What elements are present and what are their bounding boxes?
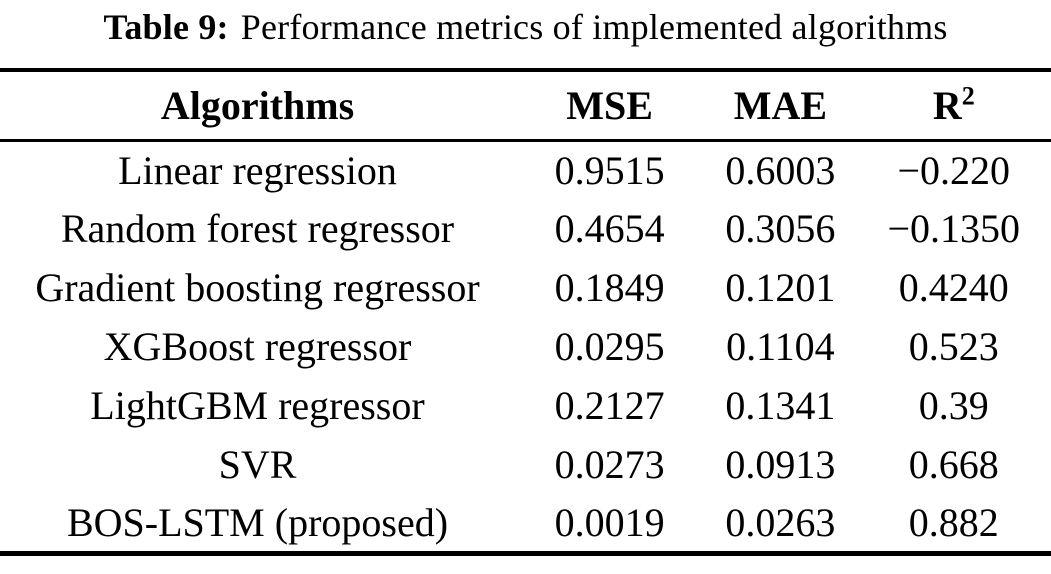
table-row: Linear regression 0.9515 0.6003 −0.220 bbox=[0, 140, 1051, 199]
algorithm-name-cell: BOS-LSTM (proposed) bbox=[66, 499, 449, 545]
mse-value-cell: 0.1849 bbox=[554, 265, 665, 310]
algorithm-name-cell: LightGBM regressor bbox=[90, 383, 425, 428]
table-row: BOS-LSTM (proposed) 0.0019 0.0263 0.882 bbox=[0, 494, 1051, 553]
algorithm-name-cell: Linear regression bbox=[118, 147, 397, 193]
r-squared-value-cell: 0.4240 bbox=[898, 265, 1009, 310]
mse-value-cell: 0.2127 bbox=[554, 383, 665, 428]
mae-value-cell: 0.1201 bbox=[725, 265, 836, 310]
r-squared-value-cell: 0.523 bbox=[908, 324, 999, 369]
mae-value-cell: 0.1341 bbox=[725, 383, 836, 428]
r-squared-value-cell: −0.1350 bbox=[887, 206, 1021, 251]
column-header-mse: MSE bbox=[514, 70, 705, 142]
r-squared-value-cell: 0.882 bbox=[908, 499, 999, 545]
column-header-mae: MAE bbox=[704, 70, 857, 142]
mse-value-cell: 0.0019 bbox=[554, 499, 665, 545]
mse-value-cell: 0.0273 bbox=[554, 442, 665, 487]
r-squared-value-cell: 0.668 bbox=[908, 442, 999, 487]
mse-value-cell: 0.9515 bbox=[554, 147, 665, 193]
mse-value-cell: 0.0295 bbox=[554, 324, 665, 369]
mae-value-cell: 0.0913 bbox=[725, 442, 836, 487]
column-header-algorithms: Algorithms bbox=[0, 70, 515, 142]
mae-value-cell: 0.1104 bbox=[726, 324, 835, 369]
algorithm-name-cell: Random forest regressor bbox=[60, 206, 455, 251]
r-squared-value-cell: −0.220 bbox=[897, 147, 1011, 193]
table-caption: Table 9: Performance metrics of implement… bbox=[0, 0, 1051, 48]
r-squared-value-cell: 0.39 bbox=[918, 383, 989, 428]
table-row: SVR 0.0273 0.0913 0.668 bbox=[0, 435, 1051, 494]
table-header-row: Algorithms MSE MAE R2 bbox=[0, 70, 1051, 142]
mae-value-cell: 0.6003 bbox=[725, 147, 836, 193]
algorithm-name-cell: XGBoost regressor bbox=[103, 324, 412, 369]
table-caption-label: Table 9: bbox=[103, 7, 229, 47]
r-squared-base: R bbox=[932, 82, 962, 128]
mse-value-cell: 0.4654 bbox=[554, 206, 665, 251]
mae-value-cell: 0.0263 bbox=[725, 499, 836, 545]
table-caption-text: Performance metrics of implemented algor… bbox=[240, 7, 948, 47]
table-row: XGBoost regressor 0.0295 0.1104 0.523 bbox=[0, 317, 1051, 376]
algorithm-name-cell: Gradient boosting regressor bbox=[35, 265, 480, 310]
table-row: Random forest regressor 0.4654 0.3056 −0… bbox=[0, 199, 1051, 258]
performance-metrics-table: Algorithms MSE MAE R2 Linear regression … bbox=[0, 68, 1051, 556]
algorithm-name-cell: SVR bbox=[218, 442, 297, 487]
table-row: Gradient boosting regressor 0.1849 0.120… bbox=[0, 258, 1051, 317]
column-header-r-squared: R2 bbox=[856, 70, 1051, 142]
table-row: LightGBM regressor 0.2127 0.1341 0.39 bbox=[0, 376, 1051, 435]
mae-value-cell: 0.3056 bbox=[725, 206, 836, 251]
r-squared-exponent: 2 bbox=[961, 81, 975, 111]
